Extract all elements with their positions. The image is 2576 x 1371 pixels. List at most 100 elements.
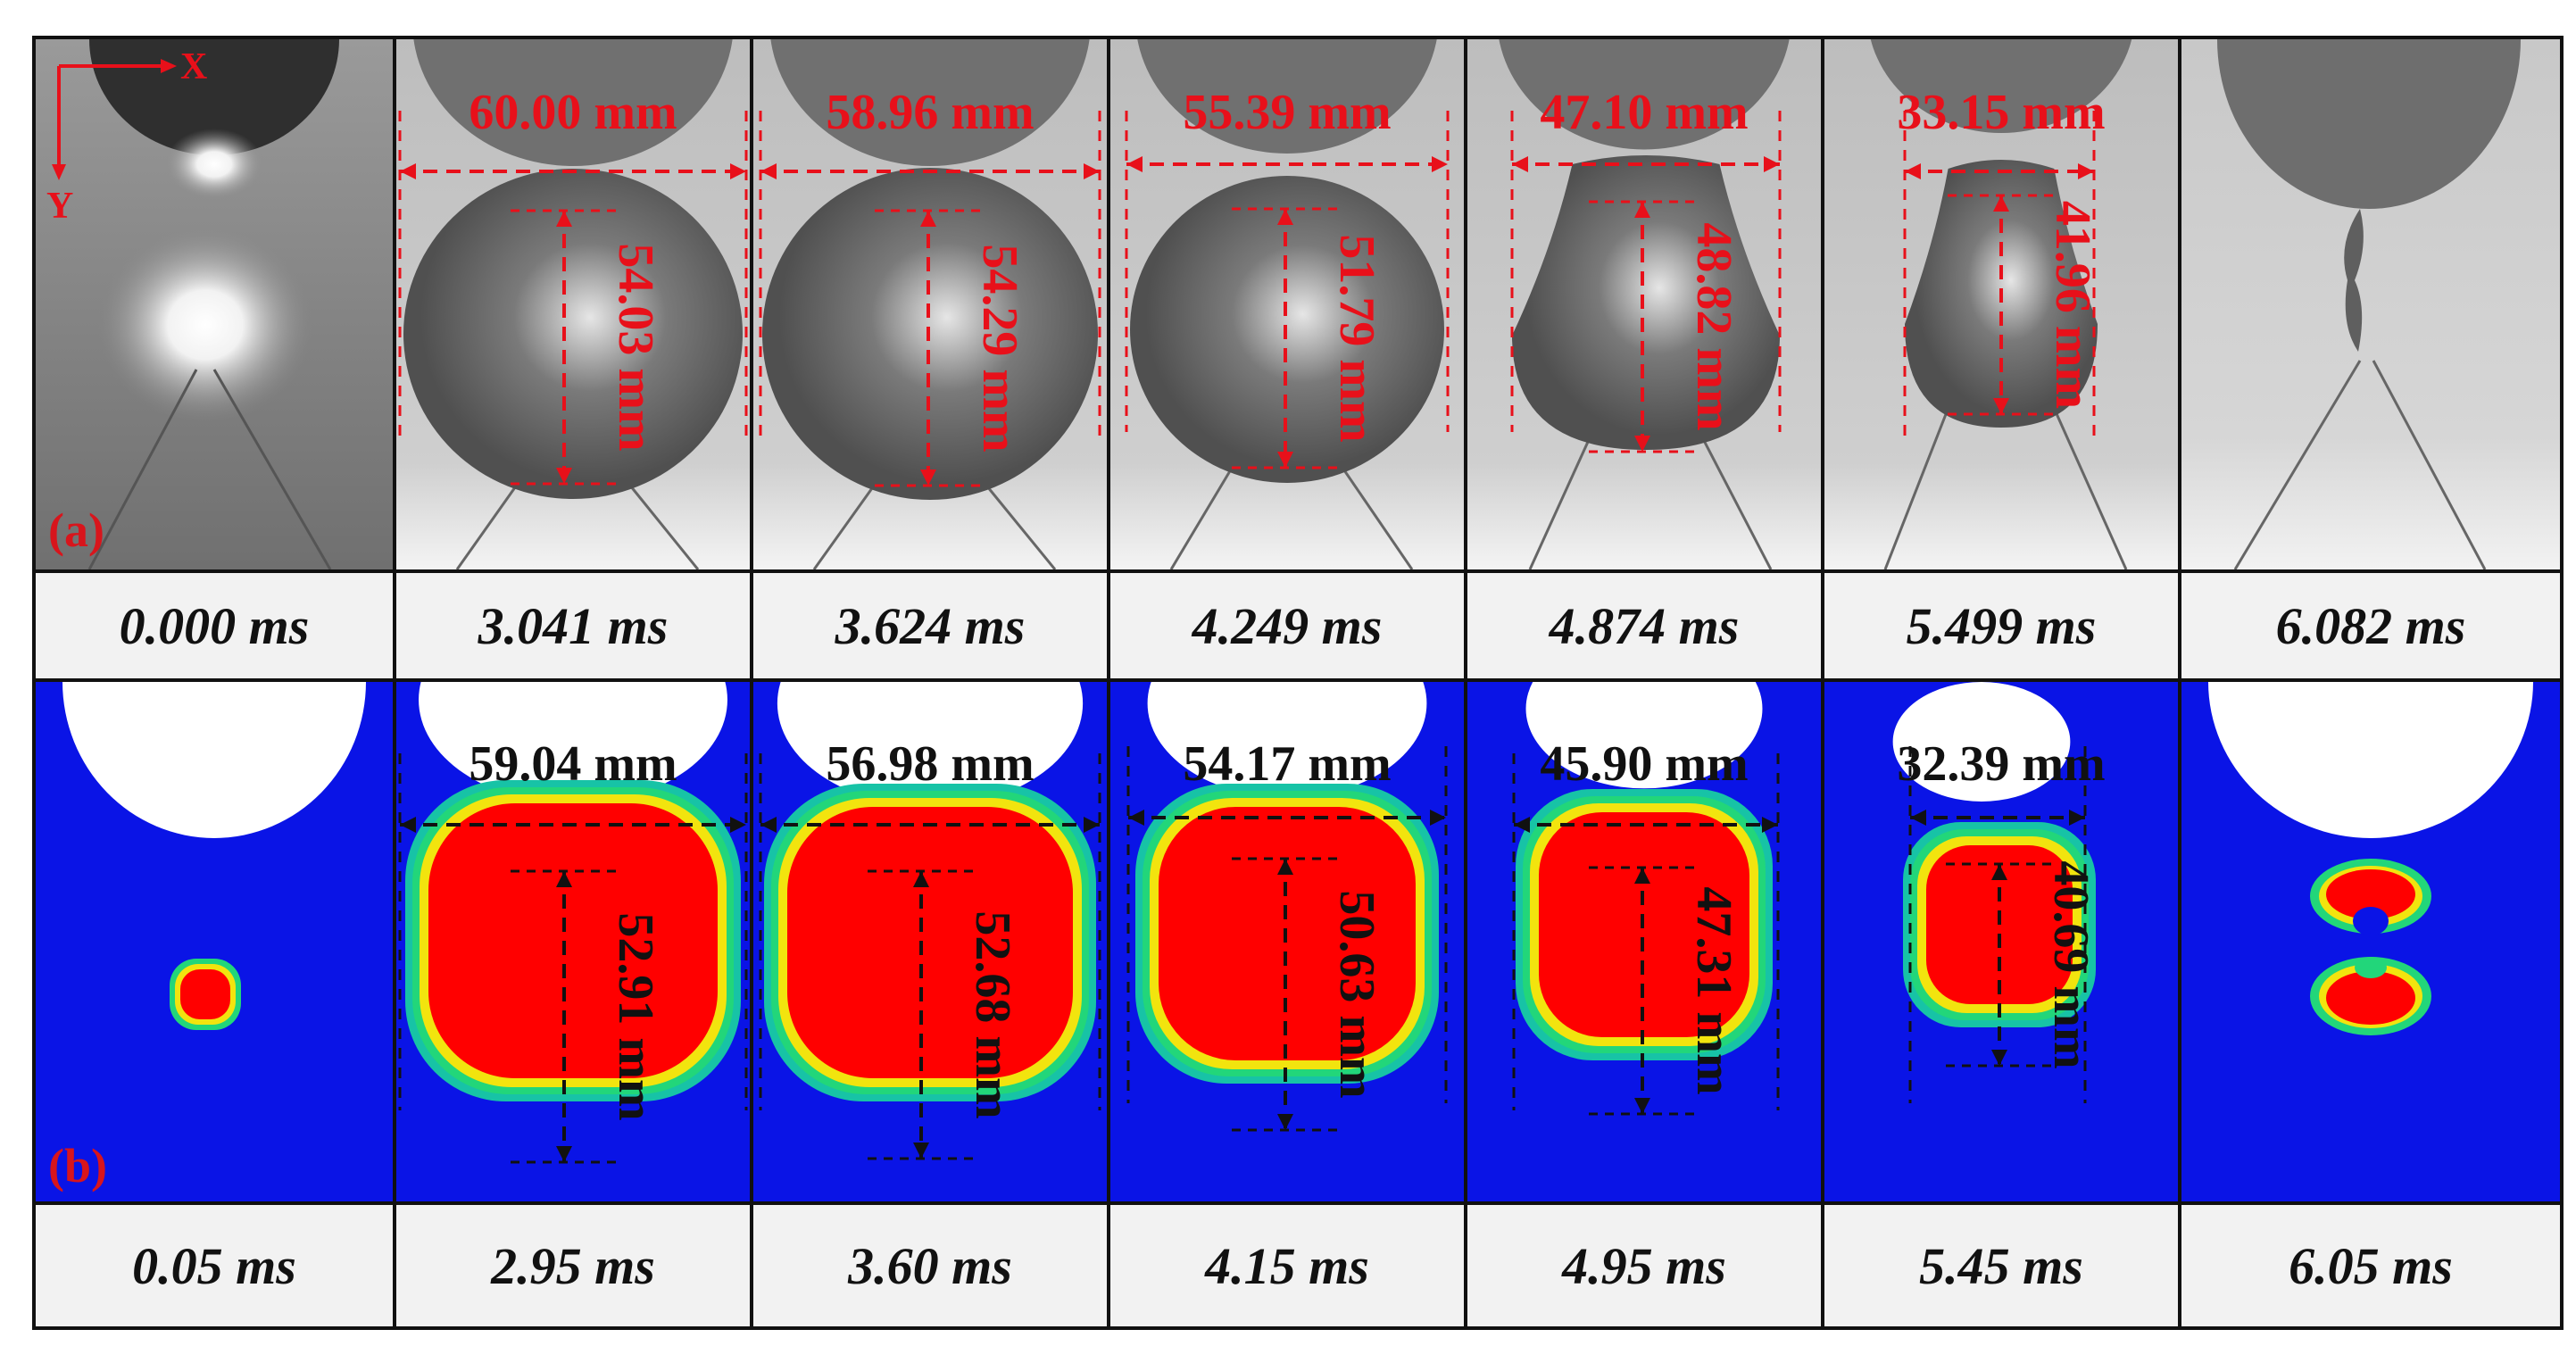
molten-droplet (403, 169, 743, 499)
time-label: 3.60 ms (848, 1236, 1012, 1295)
height-measure-arrow (920, 211, 936, 486)
photo-panel-2: 58.96 mm 54.29 mm (753, 39, 1107, 569)
height-label: 50.63 mm (1329, 890, 1384, 1098)
width-measure-arrow (1910, 810, 2085, 826)
width-label: 45.90 mm (1540, 736, 1748, 792)
width-label: 58.96 mm (826, 85, 1034, 140)
time-cell-b-3: 4.15 ms (1110, 1205, 1464, 1326)
height-measure-arrow (1277, 209, 1293, 468)
height-measure-arrow (556, 871, 572, 1162)
time-cell-b-1: 2.95 ms (396, 1205, 750, 1326)
time-label: 5.499 ms (1906, 596, 2097, 655)
width-label: 56.98 mm (826, 736, 1034, 792)
sim-panel-4: 45.90 mm 47.31 mm (1467, 682, 1821, 1201)
photo-panel-4: 47.10 mm 48.82 mm (1467, 39, 1821, 569)
height-measure-arrow (556, 211, 572, 484)
time-cell-a-4: 4.874 ms (1467, 573, 1821, 678)
time-cell-b-4: 4.95 ms (1467, 1205, 1821, 1326)
divider-a (36, 569, 2560, 573)
time-label: 2.95 ms (491, 1236, 655, 1295)
electrode-tip (1137, 39, 1437, 154)
electrode-region (1525, 682, 1763, 789)
width-measure-arrow (1512, 156, 1780, 172)
sim-panel-0: (b) (36, 682, 393, 1201)
wire-right (982, 481, 1057, 569)
sim-panel-5: 32.39 mm 40.69 mm (1824, 682, 2178, 1201)
photo-panel-1: 60.00 mm 54.03 mm (396, 39, 750, 569)
time-label: 4.874 ms (1549, 596, 1740, 655)
time-cell-a-5: 5.499 ms (1824, 573, 2178, 678)
width-measure-arrow (760, 163, 1100, 179)
time-label: 0.000 ms (119, 596, 310, 655)
photo-panel-0: X Y (a) (36, 39, 393, 569)
time-cell-b-2: 3.60 ms (753, 1205, 1107, 1326)
width-label: 33.15 mm (1897, 85, 2105, 140)
time-cell-a-2: 3.624 ms (753, 573, 1107, 678)
electrode-tip (1870, 39, 2132, 133)
electrode-region (2208, 682, 2533, 838)
height-label: 47.31 mm (1686, 886, 1741, 1094)
wire-right (2372, 360, 2487, 569)
height-measure-arrow (913, 871, 929, 1159)
wire-left (2233, 360, 2362, 569)
time-cell-b-0: 0.05 ms (36, 1205, 393, 1326)
sim-panel-6 (2181, 682, 2560, 1201)
height-measure-arrow (1991, 864, 2007, 1066)
droplet-upper (2310, 859, 2431, 935)
droplet-core (428, 803, 718, 1078)
electrode-tip (2217, 39, 2521, 209)
sim-panel-3: 54.17 mm 50.63 mm (1110, 682, 1464, 1201)
height-label: 51.79 mm (1329, 234, 1384, 442)
height-label: 52.91 mm (608, 912, 663, 1120)
divider-b (36, 1201, 2560, 1205)
electrode-region (777, 682, 1084, 807)
time-cell-b-6: 6.05 ms (2181, 1205, 2560, 1326)
molten-droplet (1512, 155, 1780, 450)
wire-right (2053, 409, 2128, 569)
necking-stream (2344, 209, 2364, 352)
width-label: 47.10 mm (1540, 85, 1748, 140)
wire-left (455, 480, 521, 569)
wire-left (1169, 464, 1235, 569)
height-label: 41.96 mm (2045, 201, 2100, 409)
width-measure-arrow (760, 817, 1100, 833)
droplet-core (180, 969, 230, 1019)
wire-right (1698, 431, 1773, 569)
height-measure-arrow (1277, 859, 1293, 1130)
wire-left (1883, 409, 1949, 569)
droplet-lower (2310, 957, 2431, 1035)
width-label: 54.17 mm (1183, 736, 1391, 792)
time-label: 5.45 ms (1919, 1236, 2083, 1295)
height-measure-arrow (1993, 195, 2009, 414)
width-label: 55.39 mm (1183, 85, 1391, 140)
electrode-tip (1499, 39, 1790, 150)
wire-left (1528, 431, 1594, 569)
sim-panel-2: 56.98 mm 52.68 mm (753, 682, 1107, 1201)
time-cell-a-0: 0.000 ms (36, 573, 393, 678)
time-label: 4.95 ms (1562, 1236, 1726, 1295)
photo-panel-6 (2181, 39, 2560, 569)
time-label: 3.041 ms (478, 596, 669, 655)
width-measure-arrow (1126, 156, 1448, 172)
time-cell-a-1: 3.041 ms (396, 573, 750, 678)
width-label: 60.00 mm (469, 85, 677, 140)
photo-panel-3: 55.39 mm 51.79 mm (1110, 39, 1464, 569)
photo-panel-5: 33.15 mm 41.96 mm (1824, 39, 2178, 569)
electrode-tip (413, 39, 733, 166)
time-label: 6.082 ms (2275, 596, 2466, 655)
time-cell-a-6: 6.082 ms (2181, 573, 2560, 678)
time-label: 4.249 ms (1192, 596, 1383, 655)
width-measure-arrow (1128, 810, 1446, 826)
height-label: 54.29 mm (972, 244, 1027, 452)
wire-left (87, 369, 198, 569)
height-measure-arrow (1634, 202, 1650, 452)
droplet-core (787, 807, 1073, 1078)
row-b-label: (b) (48, 1139, 107, 1192)
row-a-label: (a) (48, 503, 104, 557)
figure-frame: X Y (a) 60.00 mm 54.03 mm 58.96 mm 54.29 m… (32, 36, 2564, 1330)
time-label: 0.05 ms (132, 1236, 296, 1295)
time-label: 3.624 ms (835, 596, 1026, 655)
electrode-region (419, 682, 727, 804)
wire-right (212, 369, 332, 569)
y-axis-label: Y (46, 186, 73, 227)
